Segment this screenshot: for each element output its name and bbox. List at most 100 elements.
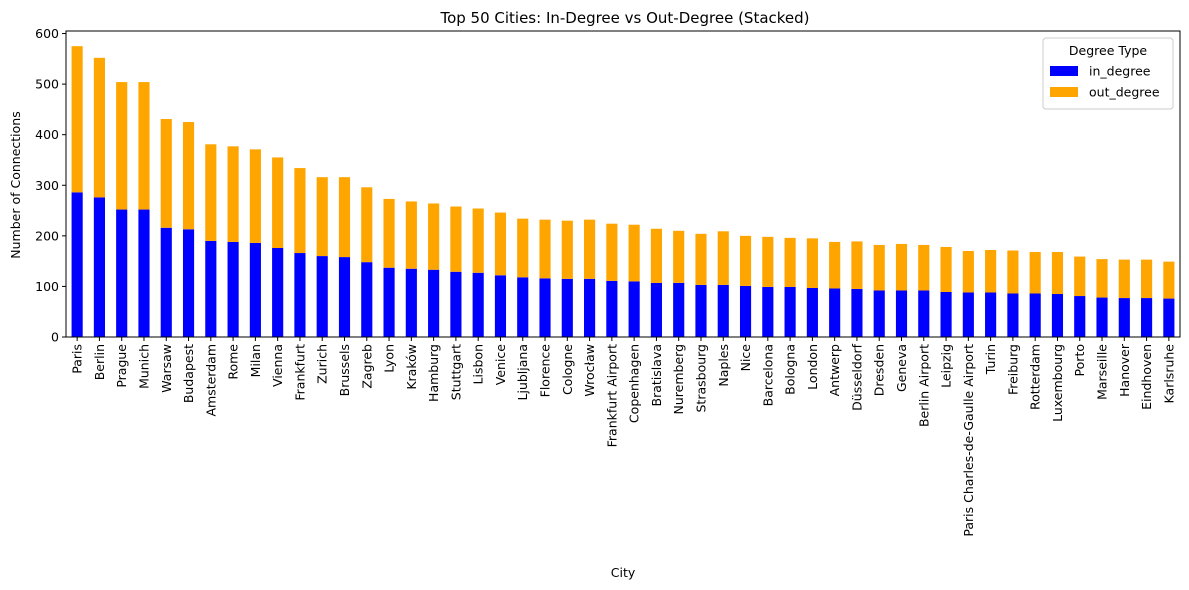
bar-out_degree xyxy=(272,157,284,248)
x-tick-label: Berlin Airport xyxy=(916,344,931,427)
bar-in_degree xyxy=(739,285,752,337)
bar-in_degree xyxy=(316,256,328,337)
x-tick-label: Stuttgart xyxy=(448,344,463,400)
bar-out_degree xyxy=(93,57,105,198)
x-tick-label: Marseille xyxy=(1095,344,1110,400)
x-tick-label: Paris xyxy=(70,344,85,374)
y-tick-label: 200 xyxy=(35,228,59,243)
bar-in_degree xyxy=(829,288,841,337)
bar-out_degree xyxy=(539,219,551,279)
x-tick-label: Rome xyxy=(226,344,241,380)
bars-group xyxy=(71,46,1175,337)
x-tick-label: Bologna xyxy=(783,344,798,395)
bar-in_degree xyxy=(1074,296,1086,337)
legend: Degree Type in_degree out_degree xyxy=(1042,37,1174,110)
x-tick-label: Strasbourg xyxy=(693,344,708,413)
x-tick-label: Nice xyxy=(738,344,753,372)
bar-out_degree xyxy=(316,177,328,257)
y-tick-label: 300 xyxy=(35,178,59,193)
x-tick-label: Porto xyxy=(1072,344,1087,376)
legend-swatch-out_degree xyxy=(1050,87,1078,97)
x-tick-label: Hanover xyxy=(1117,343,1132,397)
bar-in_degree xyxy=(160,227,172,337)
bar-out_degree xyxy=(428,203,440,270)
bar-in_degree xyxy=(1096,297,1108,337)
bar-in_degree xyxy=(205,240,217,337)
x-tick-label: Barcelona xyxy=(760,344,775,406)
bar-in_degree xyxy=(1141,298,1153,337)
bar-out_degree xyxy=(561,220,573,279)
bar-in_degree xyxy=(405,268,417,337)
x-tick-label: Berlin xyxy=(92,344,107,380)
bar-out_degree xyxy=(606,223,618,281)
x-tick-label: Antwerp xyxy=(827,344,842,396)
bar-in_degree xyxy=(1029,293,1041,337)
bar-out_degree xyxy=(1118,259,1130,299)
x-tick-label: Warsaw xyxy=(159,344,174,393)
bar-out_degree xyxy=(584,219,596,279)
bar-out_degree xyxy=(739,235,752,286)
bar-in_degree xyxy=(673,282,685,337)
bar-out_degree xyxy=(116,82,128,210)
bar-out_degree xyxy=(1096,259,1108,298)
bar-out_degree xyxy=(182,122,195,230)
bar-in_degree xyxy=(472,272,484,337)
legend-label-in_degree: in_degree xyxy=(1089,64,1151,79)
x-tick-label: Nuremberg xyxy=(671,344,686,414)
bar-out_degree xyxy=(962,251,974,293)
bar-out_degree xyxy=(650,228,662,283)
bar-in_degree xyxy=(695,284,707,337)
bar-in_degree xyxy=(1007,293,1019,337)
y-tick-label: 500 xyxy=(35,77,59,92)
axes-group: 0 100 200 300 400 500 600 Paris Berlin Prague Muni… xyxy=(35,26,1181,537)
bar-in_degree xyxy=(361,262,373,337)
bar-out_degree xyxy=(405,201,417,269)
x-tick-label: Kraków xyxy=(404,344,419,390)
x-tick-label: Freiburg xyxy=(1005,344,1020,395)
bar-out_degree xyxy=(717,231,729,285)
x-tick-label: Rotterdam xyxy=(1028,344,1043,410)
bar-in_degree xyxy=(762,286,774,337)
bar-in_degree xyxy=(962,292,974,337)
bar-out_degree xyxy=(762,236,774,287)
x-tick-label: Dresden xyxy=(872,344,887,396)
bar-in_degree xyxy=(851,288,863,337)
bar-in_degree xyxy=(227,241,239,337)
bar-out_degree xyxy=(138,82,150,210)
x-tick-label: Wrocław xyxy=(582,344,597,397)
bar-in_degree xyxy=(895,290,908,337)
x-tick-label: Düsseldorf xyxy=(849,343,864,410)
bar-out_degree xyxy=(873,244,885,291)
bar-in_degree xyxy=(918,290,930,337)
bar-in_degree xyxy=(249,242,261,337)
bar-in_degree xyxy=(784,286,796,337)
x-tick-label: Brussels xyxy=(337,344,352,396)
bar-out_degree xyxy=(227,146,239,242)
axes-frame xyxy=(65,30,1181,338)
bar-out_degree xyxy=(829,241,841,289)
legend-label-out_degree: out_degree xyxy=(1089,85,1160,100)
bar-out_degree xyxy=(383,198,395,268)
bar-out_degree xyxy=(985,250,997,293)
x-tick-label: Amsterdam xyxy=(203,344,218,417)
x-tick-label: Zagreb xyxy=(359,344,374,389)
x-tick-label: Frankfurt Airport xyxy=(604,344,619,447)
bar-out_degree xyxy=(673,230,685,283)
bar-out_degree xyxy=(338,177,351,258)
y-axis-title: Number of Connections xyxy=(8,111,23,258)
bar-in_degree xyxy=(717,284,729,337)
bar-out_degree xyxy=(895,243,908,291)
bar-out_degree xyxy=(918,244,930,291)
y-tick-label: 400 xyxy=(35,127,59,142)
x-tick-label: Eindhoven xyxy=(1139,344,1154,410)
x-tick-label: Leipzig xyxy=(939,344,954,388)
bar-in_degree xyxy=(138,209,150,337)
legend-title: Degree Type xyxy=(1069,43,1147,58)
x-axis-title: City xyxy=(611,565,636,580)
bar-out_degree xyxy=(628,224,640,282)
bar-out_degree xyxy=(1051,252,1064,295)
chart-title: Top 50 Cities: In-Degree vs Out-Degree (… xyxy=(439,9,809,27)
bar-out_degree xyxy=(695,233,707,285)
bar-out_degree xyxy=(450,206,462,272)
